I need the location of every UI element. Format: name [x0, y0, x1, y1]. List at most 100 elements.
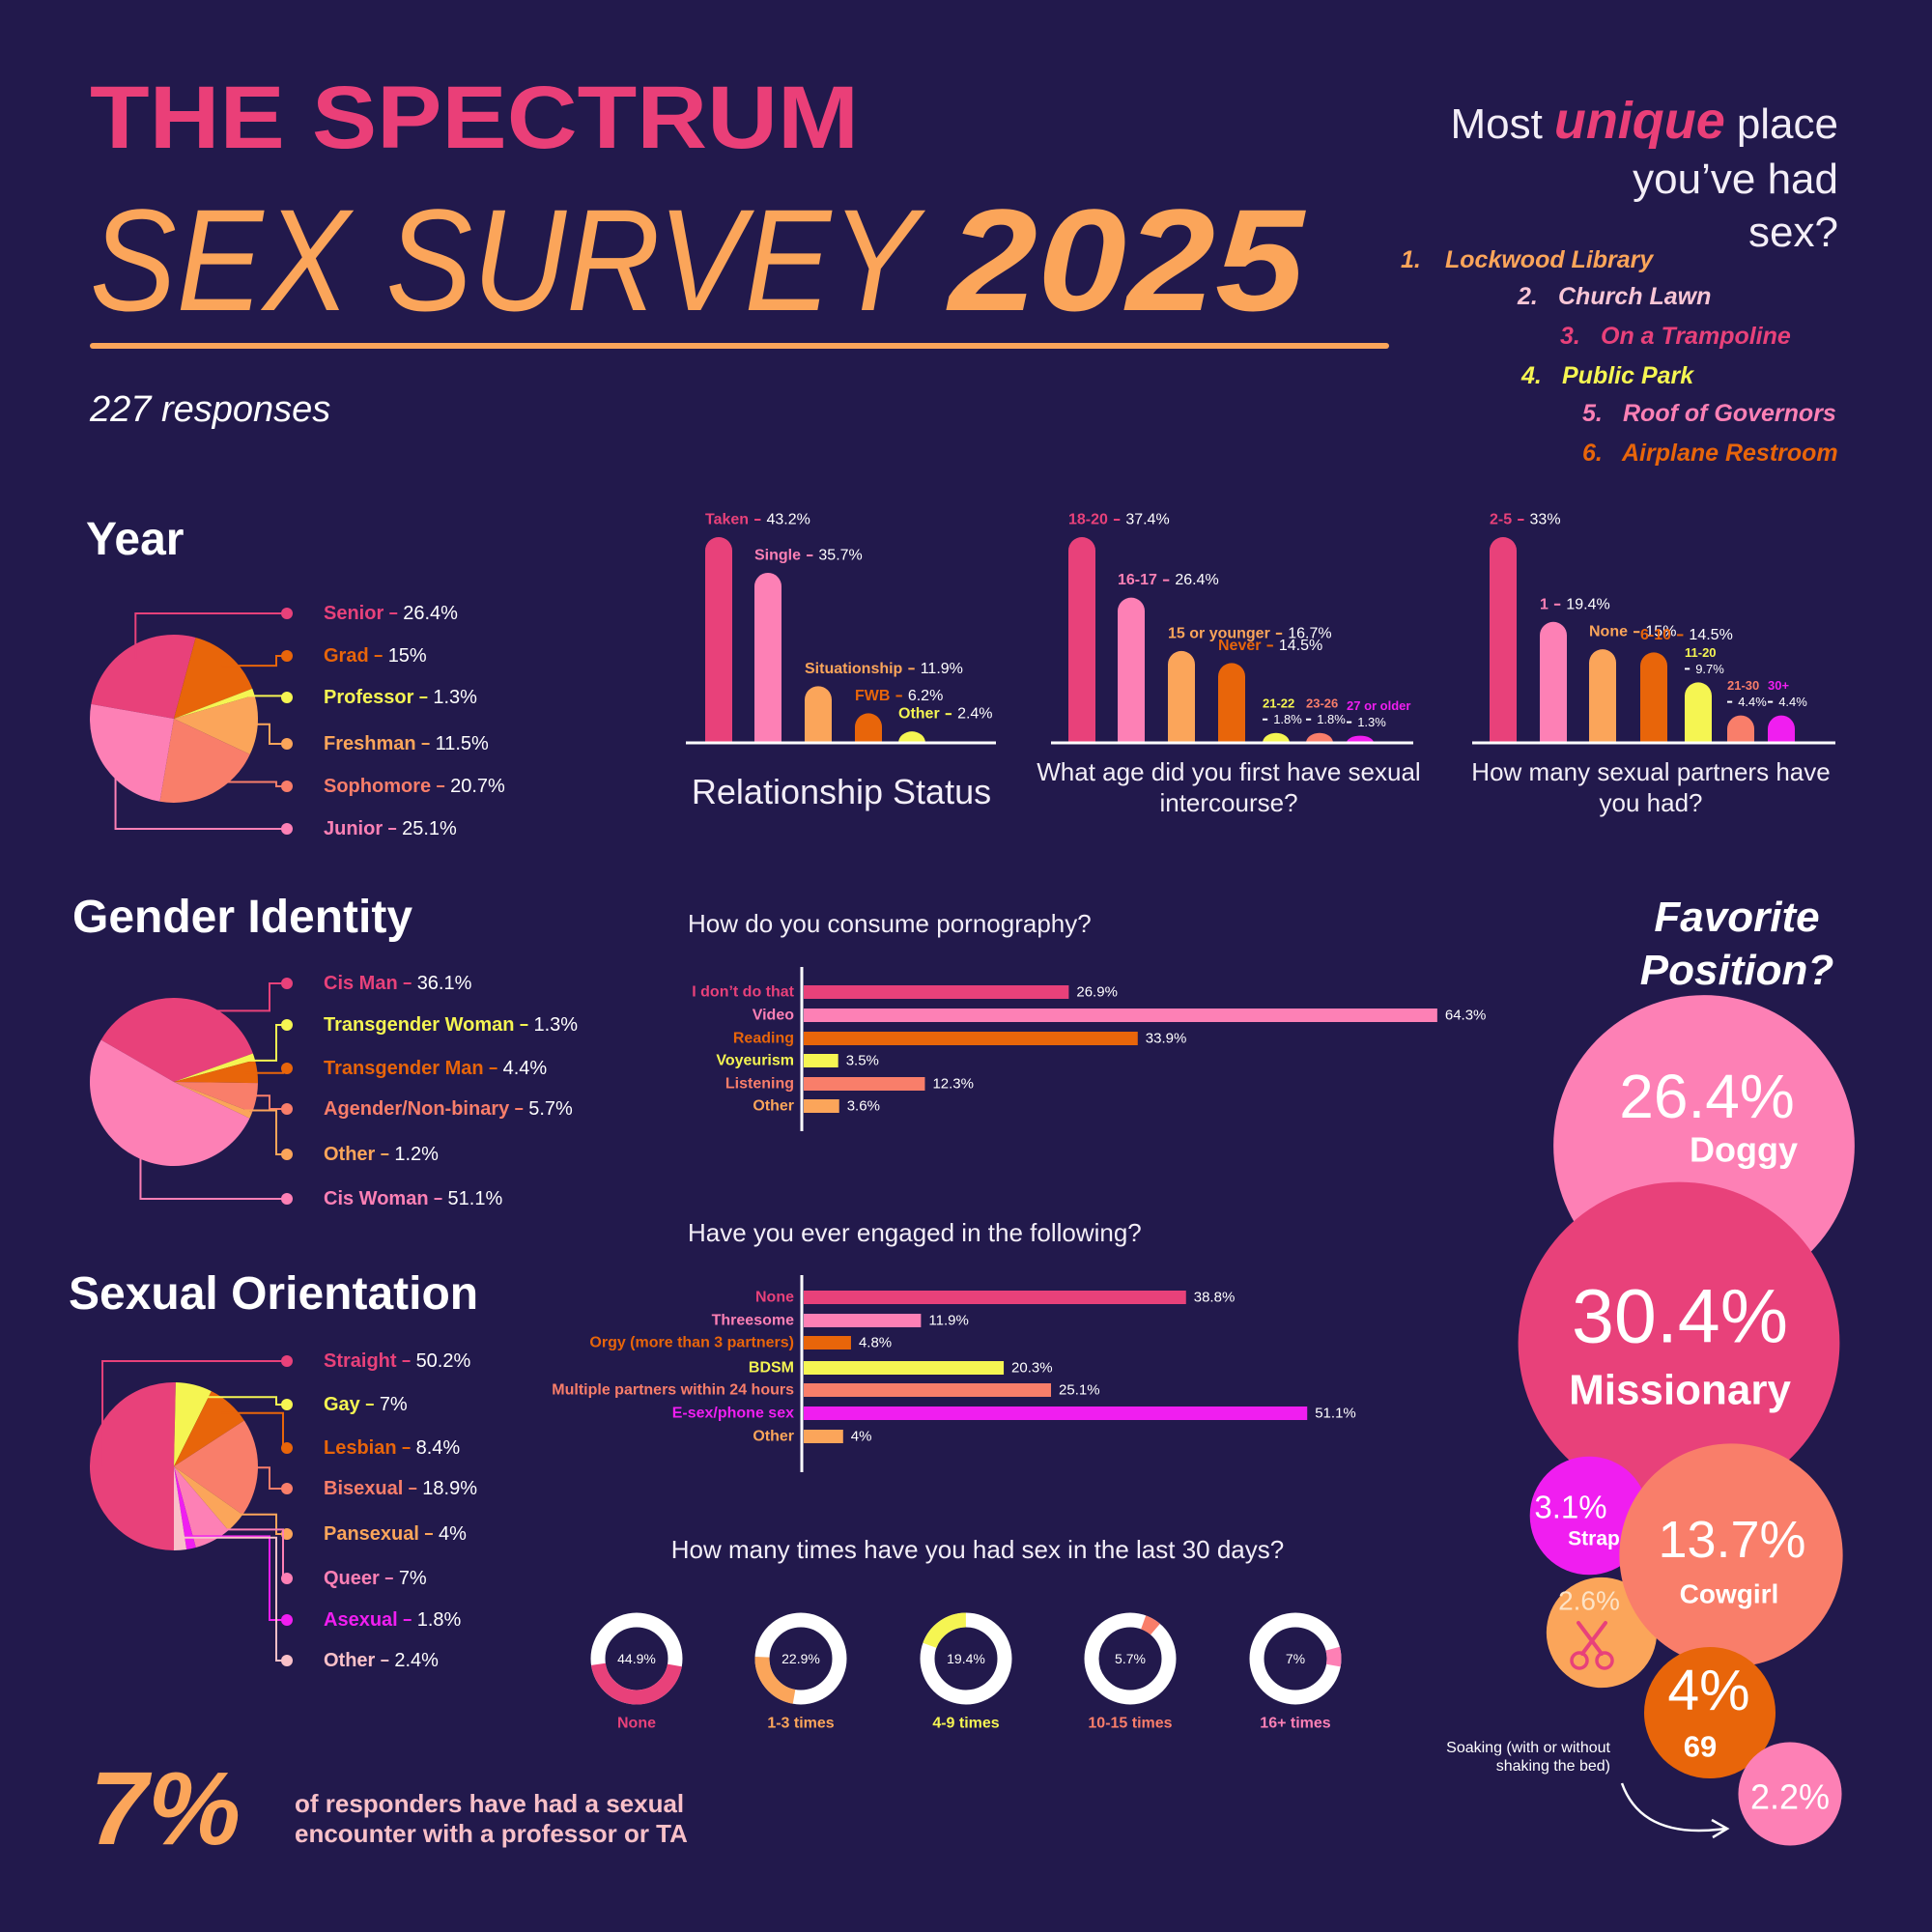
- category-label: Queer: [324, 1568, 380, 1589]
- value-label: 11.9%: [921, 661, 963, 677]
- bar: [804, 1291, 1186, 1304]
- value-label: 1.3%: [533, 1014, 578, 1036]
- value-label: 6.2%: [908, 688, 943, 704]
- category-label: Multiple partners within 24 hours: [552, 1382, 794, 1399]
- value-label: 2.6%: [1558, 1586, 1620, 1616]
- bar: [804, 1430, 843, 1443]
- bar: [1118, 597, 1145, 743]
- legend-dot: [281, 1399, 293, 1410]
- category-label: 11-20: [1685, 645, 1717, 660]
- value-label: 33.9%: [1146, 1031, 1187, 1047]
- legend-dot: [281, 1149, 293, 1160]
- place-name: Roof of Governors: [1623, 400, 1836, 427]
- bar: [1540, 621, 1567, 743]
- value-label: 1.8%: [1317, 712, 1346, 726]
- category-label: 16+ times: [1260, 1716, 1330, 1732]
- chart-title: How many sexual partners have you had?: [1471, 757, 1831, 817]
- category-label: 6-10: [1640, 627, 1671, 643]
- question-line: Most unique place: [1450, 92, 1838, 150]
- pie-slice: [89, 703, 174, 802]
- bar: [1347, 735, 1374, 743]
- category-label: 27 or older: [1347, 698, 1410, 713]
- question-rest: place: [1737, 100, 1838, 148]
- category-label: Cis Woman: [324, 1188, 429, 1209]
- responses: 227 responses: [89, 389, 330, 430]
- pie-slice: [174, 1382, 212, 1466]
- pie-slice: [90, 1039, 250, 1166]
- category-label: Bisexual: [324, 1478, 403, 1499]
- category-label: 1-3 times: [767, 1716, 834, 1732]
- value-label: 25.1%: [1059, 1382, 1100, 1399]
- value-label: 3.5%: [846, 1053, 879, 1069]
- bar: [1640, 652, 1667, 743]
- bar: [804, 1336, 851, 1350]
- value-label: 5.7%: [1115, 1651, 1146, 1666]
- chart-title: Relationship Status: [692, 772, 991, 811]
- value-label: 12.3%: [932, 1076, 974, 1093]
- value-label: 33%: [1530, 512, 1561, 528]
- category-label: 10-15 times: [1088, 1716, 1172, 1732]
- category-label: FWB: [855, 688, 890, 704]
- legend-dot: [281, 978, 293, 989]
- category-label: None: [755, 1290, 794, 1306]
- category-label: Missionary: [1569, 1367, 1791, 1414]
- category-label: 30+: [1768, 678, 1789, 693]
- donut-arc: [1140, 1615, 1160, 1635]
- value-label: 11.9%: [928, 1313, 968, 1329]
- pie-slice: [90, 1382, 176, 1550]
- value-label: 1.8%: [1273, 712, 1302, 726]
- scissors-icon: [1577, 1621, 1604, 1656]
- pie-slice: [174, 637, 253, 719]
- category-label: 18-20: [1068, 512, 1108, 528]
- leader-line: [180, 982, 287, 1012]
- value-label: 14.5%: [1689, 627, 1732, 643]
- category-label: 4-9 times: [932, 1716, 999, 1732]
- place-rank: 1.: [1401, 246, 1421, 273]
- question-emphasis: unique: [1554, 92, 1725, 150]
- chart-title: Favorite Position?: [1639, 894, 1834, 994]
- annotation-arrow: [1620, 1782, 1726, 1833]
- leader-line: [134, 612, 287, 659]
- value-label: 18.9%: [422, 1478, 477, 1499]
- legend-dot: [281, 1193, 293, 1205]
- value-label: 1.3%: [433, 687, 477, 708]
- category-label: 21-30: [1727, 678, 1759, 693]
- value-label: 44.9%: [617, 1651, 656, 1666]
- pie-slice: [174, 1053, 255, 1082]
- category-label: Taken: [705, 512, 749, 528]
- category-label: Video: [753, 1008, 795, 1024]
- bubble: [1619, 1443, 1843, 1667]
- category-label: Straight: [324, 1350, 397, 1372]
- category-label: Sophomore: [324, 776, 431, 797]
- pie-slice: [174, 1391, 244, 1466]
- pie-slice: [174, 1082, 258, 1113]
- value-label: 2.4%: [394, 1650, 439, 1671]
- value-label: 4.8%: [859, 1335, 892, 1351]
- legend-dot: [281, 1655, 293, 1666]
- category-label: Lesbian: [324, 1437, 397, 1459]
- category-label: 15 or younger: [1168, 625, 1270, 641]
- bar: [804, 985, 1069, 999]
- leader-line: [244, 1466, 287, 1490]
- bar: [1727, 715, 1754, 743]
- callout-stat: 7%: [90, 1749, 241, 1866]
- category-label: Single: [754, 547, 801, 563]
- category-label: Asexual: [324, 1609, 398, 1631]
- value-label: 19.4%: [947, 1651, 985, 1666]
- bar: [804, 1406, 1308, 1420]
- pie-slice: [174, 1060, 259, 1084]
- chart-title: How many times have you had sex in the l…: [671, 1535, 1284, 1564]
- category-label: Other: [898, 706, 940, 723]
- value-label: 22.9%: [781, 1651, 820, 1666]
- value-label: 5.7%: [528, 1098, 573, 1120]
- donut-arc: [1325, 1646, 1342, 1667]
- legend-dot: [281, 1573, 293, 1584]
- value-label: 7%: [399, 1568, 427, 1589]
- value-label: 26.9%: [1076, 984, 1118, 1001]
- bar: [754, 572, 781, 743]
- bar: [1168, 650, 1195, 743]
- value-label: 9.7%: [1695, 662, 1724, 676]
- legend-dot: [281, 1103, 293, 1115]
- category-label: Freshman: [324, 733, 416, 754]
